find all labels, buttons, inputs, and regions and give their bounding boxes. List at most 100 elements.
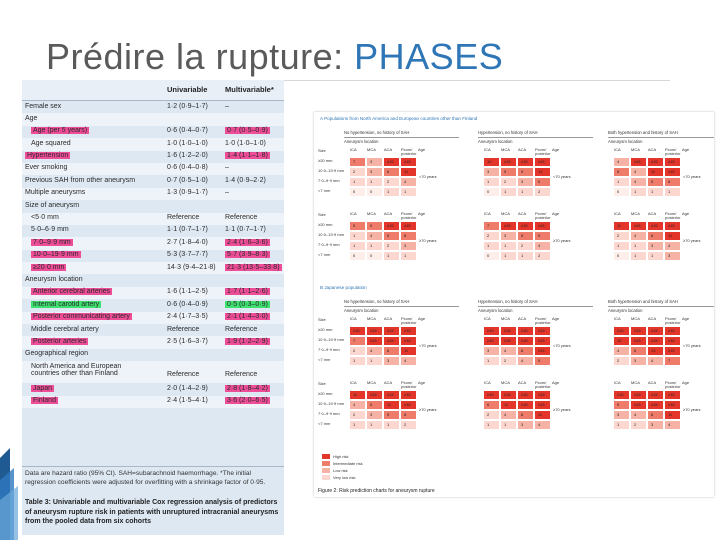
risk-cell: 5 bbox=[367, 401, 382, 409]
col-head: Pcom/ posterior bbox=[401, 147, 417, 156]
risk-value: 13 bbox=[651, 348, 656, 353]
risk-cell: 1 bbox=[614, 421, 629, 429]
table-row: Posterior arteries 2·5 (1·6–3·7) 1·9 (1·2–… bbox=[22, 336, 284, 349]
age-label: <70 years bbox=[419, 343, 437, 348]
risk-value: 8 bbox=[651, 412, 654, 417]
col-head: ICA bbox=[350, 316, 357, 321]
cell-multivariable: 2·4 (1·6–3·6) bbox=[225, 238, 270, 246]
row-label: Posterior communicating artery bbox=[31, 313, 132, 321]
row-label: Anterior cerebral arteries bbox=[31, 288, 113, 296]
group-rule bbox=[478, 306, 593, 307]
risk-value: ≥15 bbox=[521, 159, 528, 164]
cell-multivariable: 5·7 (3·9–8·3) bbox=[225, 251, 270, 259]
group-title: Both hypertension and history of SAH bbox=[608, 130, 678, 135]
risk-value: ≥15 bbox=[387, 159, 394, 164]
risk-cell: 4 bbox=[665, 242, 680, 250]
risk-value: 2 bbox=[634, 422, 637, 427]
risk-value: 2 bbox=[353, 348, 356, 353]
group-title: Both hypertension and history of SAH bbox=[608, 299, 678, 304]
col-head: Age bbox=[552, 380, 560, 385]
risk-cell: 2 bbox=[401, 421, 416, 429]
row-label: Geographical region bbox=[25, 350, 88, 357]
risk-value: 11 bbox=[404, 169, 409, 174]
risk-cell: 8 bbox=[518, 347, 533, 355]
risk-value: ≥15 bbox=[521, 402, 528, 407]
risk-value: 4 bbox=[617, 159, 620, 164]
group-title: No hypertension, no history of SAH bbox=[344, 299, 410, 304]
row-label: <5·0 mm bbox=[31, 214, 59, 221]
col-head: Age bbox=[682, 316, 690, 321]
risk-cell: 2 bbox=[535, 188, 550, 196]
col-head: ACA bbox=[518, 211, 527, 216]
risk-value: 8 bbox=[521, 348, 524, 353]
row-label-text: Multiple aneurysms bbox=[25, 189, 86, 197]
risk-cell: 11 bbox=[401, 347, 416, 355]
group-title: Hypertension, no history of SAH bbox=[478, 299, 538, 304]
risk-value: ≥15 bbox=[404, 159, 411, 164]
risk-value: 5 bbox=[651, 179, 654, 184]
table3-body: Female sex 1·2 (0·9–1·7) – Age Age (per 5 ye… bbox=[22, 101, 284, 408]
table-row: Age (per 5 years) 0·6 (0·4–0·7) 0·7 (0·5–0… bbox=[22, 126, 284, 138]
row-label-text: Hypertension bbox=[25, 152, 71, 160]
col-head: MCA bbox=[501, 147, 510, 152]
row-label: Internal carotid artery bbox=[31, 300, 102, 308]
risk-cell: 1 bbox=[648, 252, 663, 260]
table-row: Geographical region bbox=[22, 349, 284, 361]
col-head: ACA bbox=[384, 211, 393, 216]
risk-cell: 0 bbox=[350, 252, 365, 260]
risk-cell: 2 bbox=[614, 357, 629, 365]
risk-value: 3 bbox=[521, 179, 524, 184]
risk-cell: 4 bbox=[350, 401, 365, 409]
risk-cell: 1 bbox=[367, 242, 382, 250]
legend-swatch bbox=[322, 461, 330, 466]
risk-value: 2 bbox=[504, 179, 507, 184]
cell-multivariable: Reference bbox=[225, 371, 258, 379]
risk-value: 2 bbox=[617, 233, 620, 238]
risk-cell: ≥15 bbox=[648, 158, 663, 166]
risk-value: 5 bbox=[387, 233, 390, 238]
risk-value: 11 bbox=[668, 412, 673, 417]
risk-value: 1 bbox=[634, 243, 637, 248]
cell-multivariable: 3·6 (2·0–6·5) bbox=[225, 397, 270, 405]
risk-value: 11 bbox=[651, 169, 656, 174]
risk-value: ≥15 bbox=[521, 392, 528, 397]
risk-cell: ≥15 bbox=[484, 391, 499, 399]
col-head: MCA bbox=[501, 211, 510, 216]
risk-value: 13 bbox=[538, 169, 543, 174]
risk-cell: 5 bbox=[614, 168, 629, 176]
row-label-text: 7·0–9·9 mm bbox=[31, 238, 73, 246]
risk-cell: ≥15 bbox=[614, 391, 629, 399]
risk-cell: 2 bbox=[484, 411, 499, 419]
risk-value: 2 bbox=[404, 422, 407, 427]
risk-cell: 0 bbox=[367, 252, 382, 260]
risk-cell: 1 bbox=[484, 357, 499, 365]
subgroup-title: Aneurysm location bbox=[478, 308, 513, 313]
risk-value: 4 bbox=[370, 348, 373, 353]
risk-cell: 9 bbox=[367, 222, 382, 230]
risk-cell: 1 bbox=[484, 242, 499, 250]
row-label: Finland bbox=[31, 397, 58, 405]
risk-value: ≥15 bbox=[651, 223, 658, 228]
risk-cell: ≥15 bbox=[401, 158, 416, 166]
risk-cell: 4 bbox=[535, 242, 550, 250]
cell-univariable: 1·3 (0·9–1·7) bbox=[167, 189, 208, 197]
risk-value: 11 bbox=[668, 233, 673, 238]
risk-value: 1 bbox=[370, 243, 373, 248]
risk-cell: 3 bbox=[367, 158, 382, 166]
risk-value: ≥15 bbox=[504, 328, 511, 333]
size-label: 7·0–9·9 mm bbox=[318, 242, 340, 247]
risk-value: 9 bbox=[538, 233, 541, 238]
col-head: Pcom/ posterior bbox=[535, 211, 551, 220]
risk-value: 3 bbox=[668, 253, 671, 258]
size-label: ≥20 mm bbox=[318, 222, 333, 227]
risk-value: ≥15 bbox=[404, 328, 411, 333]
risk-cell: ≥15 bbox=[665, 158, 680, 166]
col-head: ACA bbox=[384, 316, 393, 321]
col-head: Pcom/ posterior bbox=[665, 380, 681, 389]
risk-cell: ≥15 bbox=[518, 391, 533, 399]
risk-cell: 4 bbox=[401, 178, 416, 186]
risk-value: ≥15 bbox=[387, 223, 394, 228]
risk-value: 11 bbox=[538, 412, 543, 417]
row-label: Female sex bbox=[25, 103, 61, 110]
row-label-text: Size of aneurysm bbox=[25, 201, 80, 209]
